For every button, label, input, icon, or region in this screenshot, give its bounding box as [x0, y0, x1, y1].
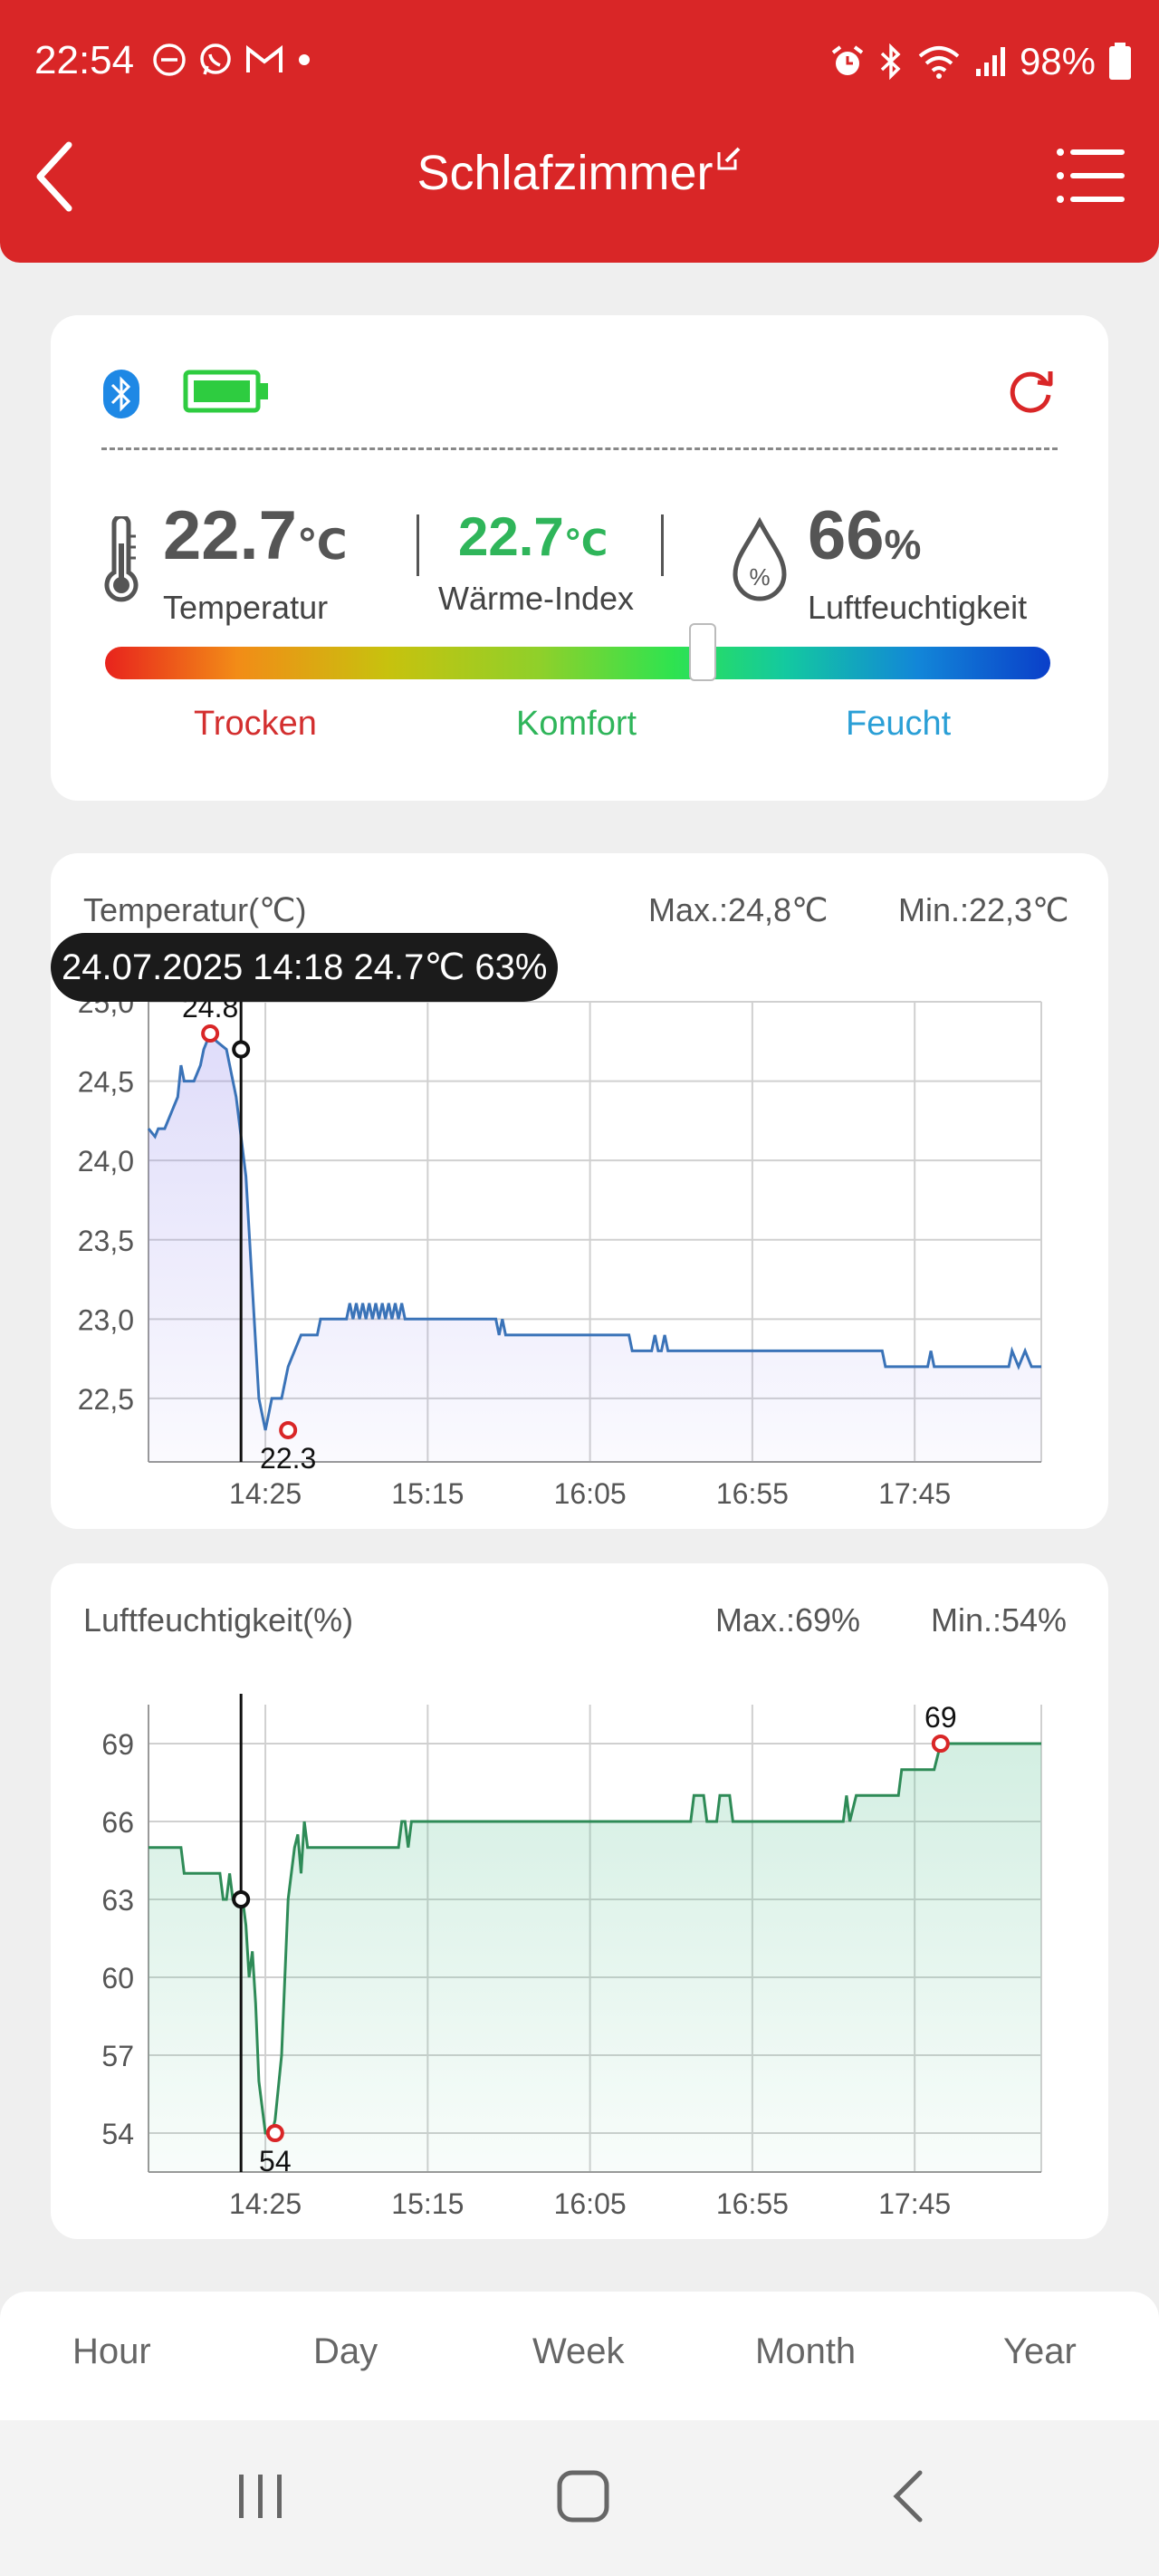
thermometer-icon	[104, 516, 139, 602]
separator	[417, 514, 419, 576]
x-tick-label: 16:55	[716, 2187, 789, 2220]
y-tick-label: 22,5	[78, 1383, 134, 1416]
max-marker	[931, 1735, 950, 1753]
y-tick-label: 54	[101, 2118, 134, 2150]
min-marker	[265, 2124, 284, 2142]
y-tick-label: 63	[101, 1884, 134, 1917]
menu-button[interactable]	[1056, 147, 1126, 205]
heat-index-unit: ℃	[563, 524, 608, 563]
heat-index-value: 22.7℃	[458, 506, 608, 567]
status-system-icons: 98%	[829, 40, 1132, 83]
status-notification-icons	[152, 42, 313, 78]
y-tick-label: 24,5	[78, 1066, 134, 1099]
comfort-label-dry: Trocken	[194, 705, 317, 743]
period-tabs: Hour Day Week Month Year	[0, 2292, 1159, 2420]
humidity-unit: %	[884, 521, 922, 568]
gmail-icon	[246, 44, 283, 72]
bluetooth-status-icon	[880, 43, 901, 80]
separator	[661, 514, 664, 576]
comfort-label-wet: Feucht	[846, 705, 952, 743]
chart-min: Min.:54%	[931, 1601, 1068, 1639]
back-button[interactable]	[27, 136, 91, 217]
comfort-bar	[105, 647, 1050, 679]
bluetooth-icon	[103, 370, 139, 418]
x-tick-label: 16:05	[554, 2187, 627, 2220]
page-title: Schlafzimmer	[417, 146, 714, 200]
y-tick-label: 23,5	[78, 1225, 134, 1257]
current-readings-card: 22.7℃ Temperatur 22.7℃ Wärme-Index % 66%…	[51, 315, 1108, 801]
notification-dot-icon	[299, 54, 310, 65]
tab-month[interactable]: Month	[755, 2331, 857, 2371]
humidity-chart-card: Luftfeuchtigkeit(%) Max.:69% Min.:54% 54…	[51, 1563, 1108, 2239]
humidity-drop-icon: %	[733, 516, 787, 601]
min-marker	[279, 1420, 298, 1439]
max-marker	[201, 1024, 220, 1043]
max-marker-label: 69	[924, 1701, 957, 1734]
y-tick-label: 23,0	[78, 1303, 134, 1336]
heat-index-label: Wärme-Index	[438, 580, 635, 617]
humidity-label: Luftfeuchtigkeit	[808, 589, 1028, 626]
recent-apps-icon[interactable]	[234, 2471, 288, 2522]
x-tick-label: 15:15	[391, 2187, 464, 2220]
temperature-chart[interactable]: 22,523,023,524,024,525,014:25 15:15 16:05 1…	[51, 853, 1108, 1529]
temperature-label: Temperatur	[163, 589, 329, 626]
min-marker-label: 54	[259, 2145, 292, 2177]
home-icon[interactable]	[556, 2469, 610, 2523]
wifi-icon	[918, 46, 960, 79]
svg-text:%: %	[749, 563, 770, 591]
temperature-value: 22.7℃	[163, 497, 348, 574]
x-tick-label: 17:45	[878, 1477, 951, 1510]
x-tick-label: 14:25	[229, 2187, 302, 2220]
y-tick-label: 66	[101, 1806, 134, 1839]
y-tick-label: 57	[101, 2040, 134, 2072]
do-not-disturb-icon	[153, 43, 186, 76]
x-tick-label: 15:15	[391, 1477, 464, 1510]
series-area	[148, 1033, 1041, 1462]
min-marker-label: 22.3	[260, 1442, 316, 1475]
y-tick-label: 24,0	[78, 1145, 134, 1177]
series-area	[148, 1744, 1041, 2172]
temperature-unit: ℃	[296, 521, 348, 568]
refresh-icon[interactable]	[1003, 362, 1058, 417]
tab-year[interactable]: Year	[1003, 2331, 1077, 2371]
chart-max: Max.:24,8℃	[648, 891, 829, 928]
tab-week[interactable]: Week	[532, 2331, 625, 2371]
humidity-value: 66%	[808, 497, 922, 574]
chart-title: Temperatur(℃)	[83, 891, 307, 928]
humidity-chart[interactable]: 54 57 60 63 66 69 14:25 15:15 16:05 16:55 17:45 69 5…	[51, 1563, 1108, 2239]
y-tick-label: 60	[101, 1962, 134, 1994]
whatsapp-icon	[200, 43, 231, 75]
chart-title: Luftfeuchtigkeit(%)	[83, 1601, 354, 1639]
app-header: 22:54 98% Schlafzimmer	[0, 0, 1159, 263]
alarm-icon	[831, 45, 864, 75]
signal-icon	[975, 47, 1005, 76]
page-title-wrap[interactable]: Schlafzimmer	[0, 145, 1159, 201]
battery-status-icon	[1109, 43, 1131, 80]
cursor-point	[232, 1890, 251, 1908]
tab-day[interactable]: Day	[313, 2331, 378, 2371]
x-tick-label: 14:25	[229, 1477, 302, 1510]
system-nav-bar	[0, 2420, 1159, 2576]
edit-icon[interactable]	[715, 145, 742, 172]
comfort-indicator	[688, 623, 716, 681]
x-tick-label: 16:55	[716, 1477, 789, 1510]
x-tick-label: 16:05	[554, 1477, 627, 1510]
battery-percent: 98%	[1019, 40, 1096, 82]
tab-hour[interactable]: Hour	[72, 2331, 151, 2371]
battery-icon	[183, 370, 268, 413]
chart-min: Min.:22,3℃	[898, 891, 1069, 928]
chart-tooltip: 24.07.2025 14:18 24.7℃ 63%	[51, 933, 559, 1002]
status-time: 22:54	[34, 38, 135, 82]
chart-max: Max.:69%	[715, 1601, 861, 1639]
cursor-point	[232, 1040, 251, 1059]
divider	[101, 447, 1058, 450]
y-tick-label: 69	[101, 1728, 134, 1761]
comfort-label-comfort: Komfort	[516, 705, 637, 743]
nav-back-icon[interactable]	[889, 2469, 929, 2523]
x-tick-label: 17:45	[878, 2187, 951, 2220]
